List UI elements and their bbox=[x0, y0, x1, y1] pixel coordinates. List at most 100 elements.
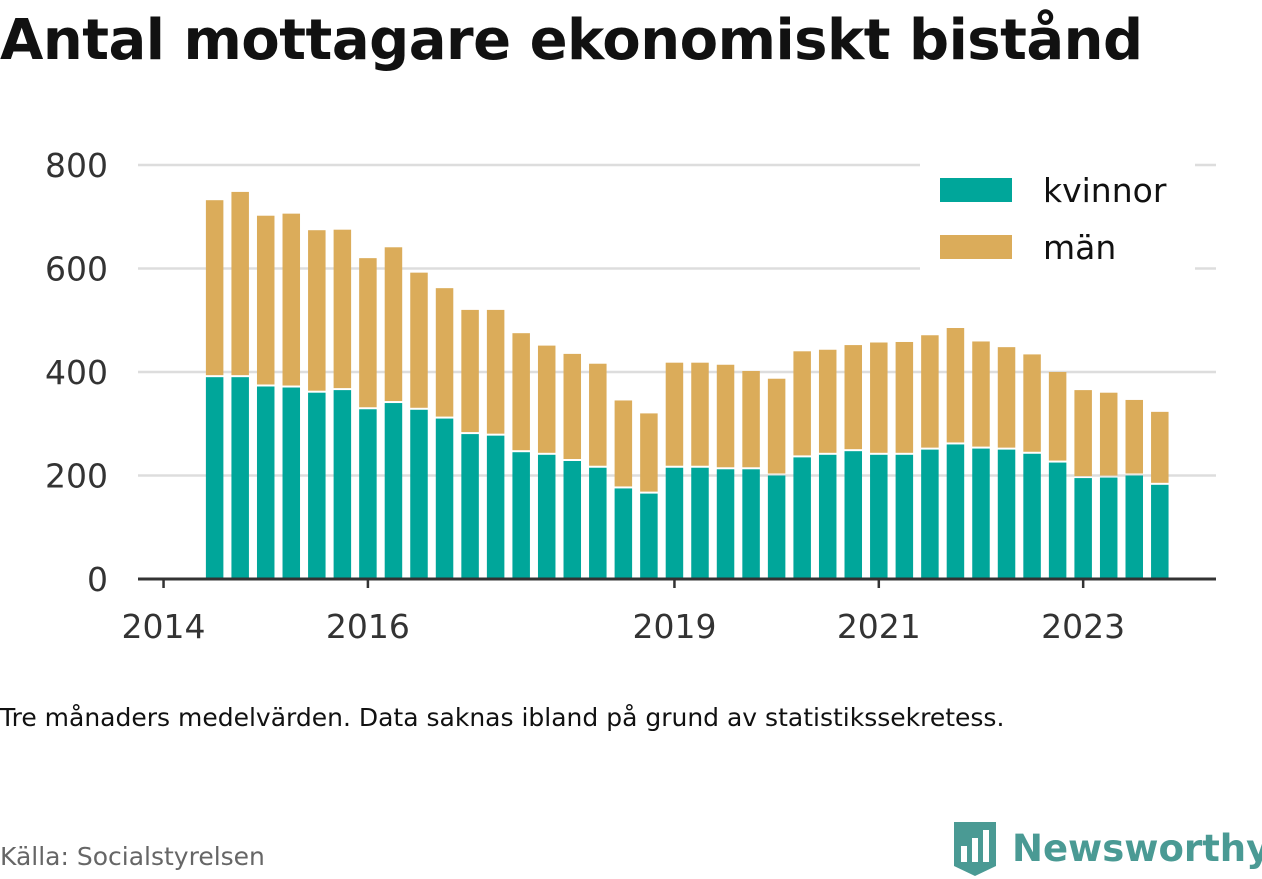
y-tick-label: 800 bbox=[45, 146, 108, 185]
bar-kvinnor bbox=[589, 467, 607, 579]
bar-kvinnor bbox=[742, 469, 760, 579]
bar-man bbox=[665, 362, 684, 466]
legend: kvinnor män bbox=[920, 161, 1195, 271]
x-tick-label: 2014 bbox=[122, 607, 206, 646]
bar-kvinnor bbox=[384, 403, 403, 579]
bar-man bbox=[742, 370, 760, 468]
bar-man bbox=[486, 309, 505, 434]
bar-man bbox=[1074, 390, 1092, 477]
bar-man bbox=[1023, 354, 1041, 452]
bar-man bbox=[231, 191, 249, 376]
bar-man bbox=[435, 288, 454, 417]
chart-svg: 0 200 400 600 800 2014 2016 2019 2021 2023 kvinn… bbox=[45, 146, 1216, 646]
bar-kvinnor bbox=[818, 454, 837, 579]
bar-kvinnor bbox=[486, 435, 505, 579]
bar-kvinnor bbox=[537, 454, 556, 579]
bar-kvinnor bbox=[844, 451, 863, 579]
bar-man bbox=[1151, 411, 1169, 483]
bar-man bbox=[716, 364, 735, 468]
legend-swatch bbox=[940, 178, 1012, 202]
bar-kvinnor bbox=[563, 461, 582, 579]
bar-kvinnor bbox=[231, 377, 249, 579]
bar-man bbox=[895, 341, 914, 453]
bar-kvinnor bbox=[640, 493, 658, 579]
bar-kvinnor bbox=[359, 409, 377, 579]
chart-title: Antal mottagare ekonomiskt bistånd bbox=[0, 8, 1143, 73]
bars bbox=[205, 191, 1169, 579]
bar-kvinnor bbox=[410, 409, 428, 579]
bar-kvinnor bbox=[308, 392, 326, 579]
bar-kvinnor bbox=[946, 444, 965, 579]
x-tick-label: 2016 bbox=[326, 607, 410, 646]
legend-label: kvinnor bbox=[1043, 171, 1167, 210]
y-tick-label: 400 bbox=[45, 353, 108, 392]
bar-man bbox=[997, 347, 1016, 448]
source-text: Källa: Socialstyrelsen bbox=[0, 842, 265, 871]
y-tick-label: 0 bbox=[87, 560, 108, 599]
bar-man bbox=[640, 413, 658, 492]
bar-man bbox=[946, 328, 965, 443]
bar-man bbox=[384, 247, 403, 402]
bar-man bbox=[589, 363, 607, 466]
y-tick-label: 200 bbox=[45, 457, 108, 496]
bar-kvinnor bbox=[1099, 477, 1118, 579]
bar-man bbox=[921, 335, 939, 448]
bar-kvinnor bbox=[461, 434, 479, 579]
bar-kvinnor bbox=[793, 457, 811, 579]
bar-kvinnor bbox=[205, 377, 224, 579]
bar-kvinnor bbox=[614, 488, 633, 579]
chart-note: Tre månaders medelvärden. Data saknas ib… bbox=[0, 703, 1005, 732]
bar-man bbox=[691, 362, 709, 466]
x-tick-label: 2023 bbox=[1041, 607, 1125, 646]
bar-man bbox=[256, 215, 275, 385]
bar-man bbox=[563, 353, 582, 460]
bar-kvinnor bbox=[870, 454, 888, 579]
bar-kvinnor bbox=[921, 449, 939, 579]
bar-kvinnor bbox=[997, 449, 1016, 579]
bar-kvinnor bbox=[767, 475, 786, 579]
bar-man bbox=[512, 333, 530, 451]
bar-man bbox=[308, 230, 326, 391]
bar-kvinnor bbox=[282, 387, 301, 579]
bar-man bbox=[1125, 399, 1144, 474]
bar-man bbox=[461, 309, 479, 433]
bar-man bbox=[793, 351, 811, 456]
bar-man bbox=[1099, 392, 1118, 476]
x-axis: 2014 2016 2019 2021 2023 bbox=[122, 577, 1216, 646]
y-tick-label: 600 bbox=[45, 250, 108, 289]
bar-kvinnor bbox=[256, 386, 275, 579]
bar-kvinnor bbox=[333, 390, 352, 579]
bar-kvinnor bbox=[972, 448, 990, 579]
legend-swatch bbox=[940, 235, 1012, 259]
bar-man bbox=[205, 200, 224, 376]
bar-man bbox=[410, 272, 428, 408]
bar-kvinnor bbox=[1074, 478, 1092, 579]
bar-man bbox=[537, 345, 556, 453]
bar-kvinnor bbox=[435, 418, 454, 579]
bar-kvinnor bbox=[716, 469, 735, 579]
bar-man bbox=[333, 229, 352, 389]
bar-kvinnor bbox=[1023, 453, 1041, 579]
bar-kvinnor bbox=[1151, 484, 1169, 579]
bar-man bbox=[359, 258, 377, 408]
newsworthy-logo-icon bbox=[954, 822, 996, 876]
y-axis-ticks: 0 200 400 600 800 bbox=[45, 146, 108, 599]
bar-man bbox=[1048, 372, 1067, 461]
bar-kvinnor bbox=[1048, 462, 1067, 579]
bar-man bbox=[767, 378, 786, 474]
bar-kvinnor bbox=[512, 452, 530, 579]
bar-man bbox=[818, 349, 837, 453]
brand-name: Newsworthy bbox=[1012, 826, 1262, 870]
legend-label: män bbox=[1043, 228, 1116, 267]
bar-man bbox=[870, 342, 888, 453]
brand-logo[interactable]: Newsworthy bbox=[950, 818, 1262, 878]
x-tick-label: 2021 bbox=[837, 607, 921, 646]
bar-man bbox=[844, 345, 863, 450]
bar-kvinnor bbox=[665, 467, 684, 579]
bar-man bbox=[614, 400, 633, 487]
bar-kvinnor bbox=[895, 454, 914, 579]
bar-man bbox=[282, 213, 301, 386]
bar-kvinnor bbox=[1125, 475, 1144, 579]
bar-man bbox=[972, 341, 990, 447]
x-tick-label: 2019 bbox=[632, 607, 716, 646]
